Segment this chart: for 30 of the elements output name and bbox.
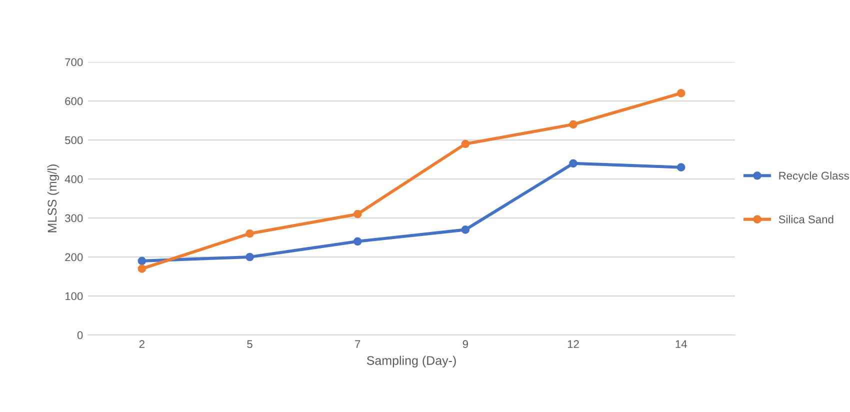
legend-label: Recycle Glass (779, 171, 849, 182)
x-axis-title: Sampling (Day-) (366, 356, 456, 368)
y-tick-label: 300 (65, 214, 83, 222)
x-tick-label: 9 (462, 340, 468, 348)
point (138, 256, 146, 266)
point (676, 89, 686, 98)
legend-label: Silica Sand (778, 215, 834, 224)
y-tick-label: 500 (65, 136, 83, 144)
point (569, 120, 578, 129)
y-tick-label: 700 (65, 58, 83, 66)
point (138, 264, 146, 273)
x-tick-label: 2 (139, 340, 144, 348)
x-tick-label: 7 (355, 340, 360, 348)
point (246, 252, 254, 262)
point (461, 226, 470, 234)
point (353, 237, 362, 246)
x-tick-label: 12 (568, 340, 579, 348)
point (246, 229, 254, 238)
y-tick-label: 0 (77, 331, 83, 340)
point (461, 140, 470, 148)
x-tick-label: 14 (676, 340, 687, 348)
x-tick-label: 5 (247, 340, 252, 348)
y-axis-title: MLSS (mg/l) (47, 164, 60, 232)
y-tick-label: 200 (65, 253, 83, 262)
y-tick-label: 100 (65, 292, 83, 300)
point (569, 159, 578, 168)
y-tick-label: 600 (65, 97, 83, 106)
point (353, 210, 362, 218)
y-tick-label: 400 (64, 175, 83, 184)
point (676, 163, 686, 172)
